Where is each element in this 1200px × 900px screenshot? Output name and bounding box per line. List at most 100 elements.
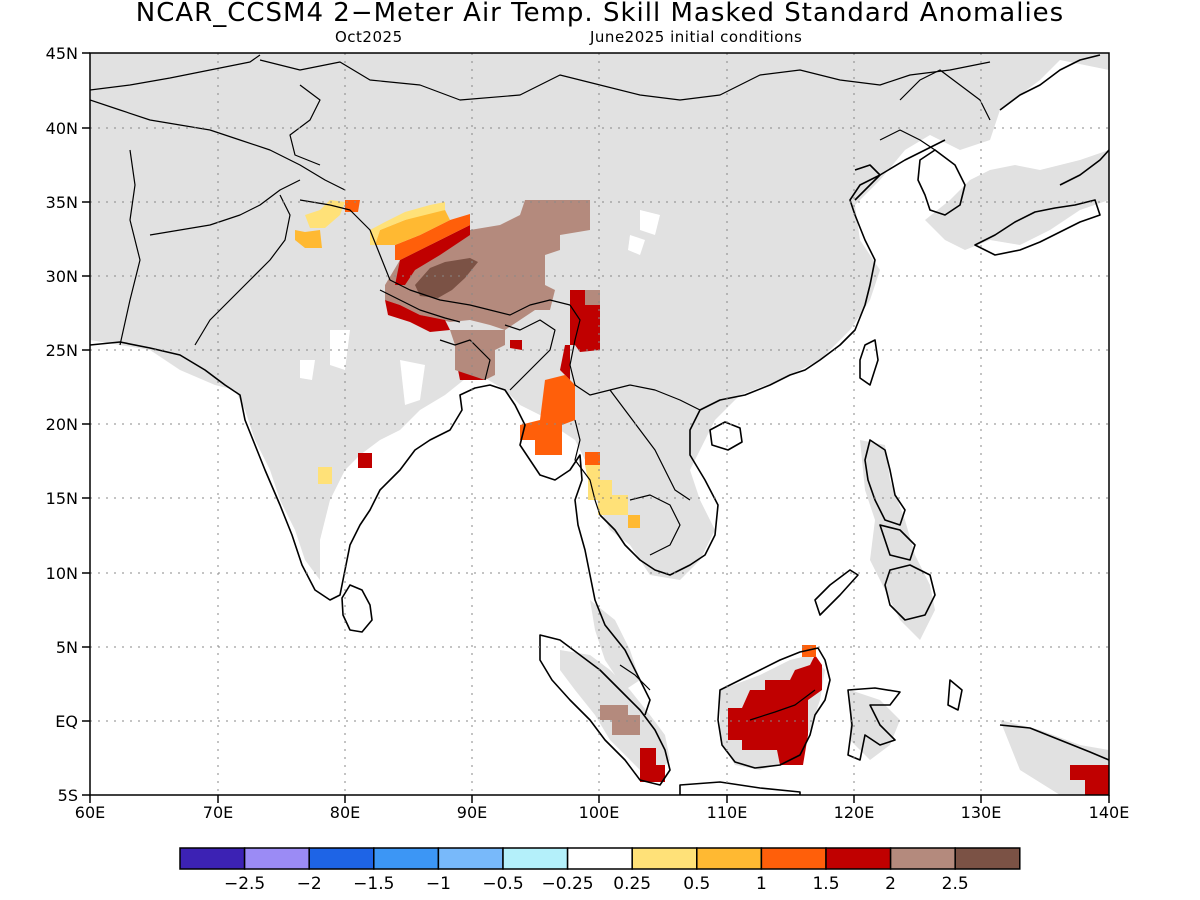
lat-label-5s: 5S (58, 786, 78, 805)
mask-korea-japan (925, 150, 1109, 250)
forecast-month: Oct2025 (335, 28, 403, 46)
colorbar-swatch (308, 847, 375, 870)
colorbar-label: 1 (756, 874, 767, 894)
coast-bohai (854, 164, 881, 201)
colorbar-label: −0.25 (542, 874, 594, 894)
coast-sea-of-japan (999, 54, 1101, 111)
colorbar-swatch (631, 847, 698, 870)
tick-marks (82, 52, 1110, 803)
lon-tick-labels: 60E 70E 80E 90E 100E 110E 120E 130E 140E (75, 803, 1130, 822)
border-laos (609, 389, 691, 501)
anomaly-kashmir-paleyellow (305, 200, 345, 228)
border-afghan-pak (149, 179, 301, 236)
lon-label-140e: 140E (1089, 803, 1130, 822)
anomaly-india-yellow (318, 467, 332, 484)
anomaly-newguinea-red (1070, 765, 1109, 795)
border-central-asia (90, 99, 346, 191)
mask-gaps (270, 210, 840, 590)
anomaly-borneo-orange (802, 645, 816, 657)
border-myanmar-thai (574, 419, 601, 516)
coast-japan (974, 199, 1101, 256)
coast-borneo (717, 647, 831, 769)
country-borders (90, 54, 991, 721)
anomaly-tibet-red (395, 225, 470, 285)
anomaly-tibet-paleyellow (370, 202, 445, 245)
lat-tick-labels: 45N 40N 35N 30N 25N 20N 15N 10N 5N EQ 5S (46, 44, 78, 805)
border-nepal-south (379, 289, 461, 323)
lat-label-40n: 40N (46, 119, 78, 138)
border-pak-india (194, 194, 291, 346)
border-malaysia (619, 664, 651, 691)
colorbar-swatch (825, 847, 892, 870)
anomaly-india-red (358, 453, 372, 468)
lat-label-25n: 25N (46, 341, 78, 360)
colorbar-swatch (954, 847, 1021, 870)
anomaly-yunnan-brown (585, 290, 600, 305)
lon-label-110e: 110E (707, 803, 748, 822)
border-russia-china-ne (899, 69, 991, 121)
colorbar-swatch (373, 847, 440, 870)
lon-label-100e: 100E (579, 803, 620, 822)
anomaly-sumatra-red (640, 748, 665, 782)
colorbar-label: 1.5 (812, 874, 839, 894)
map-area (90, 53, 1109, 795)
colorbar-swatch (566, 847, 633, 870)
anomaly-sumatra-brown (600, 705, 640, 735)
border-vietnam-china (629, 384, 701, 411)
coast-newguinea (999, 724, 1109, 761)
anomaly-kashmir-yellow (295, 230, 322, 248)
colorbar-label: −2.5 (224, 874, 265, 894)
lat-label-15n: 15N (46, 489, 78, 508)
coast-palawan (814, 569, 859, 616)
colorbar-swatch (760, 847, 827, 870)
border-bangladesh (439, 339, 491, 381)
coast-korea (917, 149, 966, 216)
anomaly-thailand-orange (585, 452, 600, 465)
anomaly-tibet-yellow (375, 210, 450, 245)
colorbar-label: −1.5 (353, 874, 394, 894)
coast-visayas (879, 524, 916, 561)
coast-sulawesi (847, 687, 901, 761)
lon-label-130e: 130E (961, 803, 1002, 822)
lon-label-80e: 80E (330, 803, 360, 822)
anomaly-thailand-yellow2 (628, 515, 640, 528)
lat-label-30n: 30N (46, 267, 78, 286)
anomaly-tibet-dark (415, 258, 478, 298)
colorbar (179, 847, 1021, 870)
coast-hainan (709, 421, 743, 451)
colorbar-swatch (696, 847, 763, 870)
chart-title: NCAR_CCSM4 2−Meter Air Temp. Skill Maske… (135, 0, 1065, 28)
coastlines (90, 54, 1109, 795)
lat-label-5n: 5N (56, 638, 78, 657)
coast-luzon (864, 439, 906, 526)
colorbar-label: −2 (297, 874, 322, 894)
coast-srilanka (341, 584, 373, 633)
coast-mindanao (884, 564, 936, 621)
lon-label-90e: 90E (457, 803, 487, 822)
coast-halmahera (947, 679, 963, 711)
coast-indochina (599, 139, 946, 576)
colorbar-swatch (179, 847, 246, 870)
colorbar-label: 2 (885, 874, 896, 894)
anomaly-tibet-orange (395, 214, 470, 260)
colorbar-label: −1 (426, 874, 451, 894)
initial-conditions: June2025 initial conditions (590, 28, 803, 46)
border-iran-afg (119, 149, 141, 346)
lat-label-10n: 10N (46, 564, 78, 583)
colorbar-swatch (243, 847, 310, 870)
colorbar-labels: −2.5 −2 −1.5 −1 −0.5 −0.25 0.25 0.5 1 1.5 2 2.5 (224, 874, 969, 894)
anomaly-kashmir-orange (345, 200, 360, 212)
anomaly-thailand-yellow (585, 465, 628, 515)
lon-label-120e: 120E (834, 803, 875, 822)
mask-philippines (860, 440, 935, 640)
colorbar-swatch (502, 847, 569, 870)
mask-malay-peninsula (590, 600, 640, 690)
border-china-mongolia (259, 59, 991, 101)
coast-sumatra (539, 634, 671, 786)
border-thai-cambodia (629, 494, 681, 556)
coast-japan-north (1059, 149, 1109, 186)
border-himalaya (299, 199, 571, 316)
anomaly-nepal-red (385, 300, 450, 332)
lat-label-20n: 20N (46, 415, 78, 434)
